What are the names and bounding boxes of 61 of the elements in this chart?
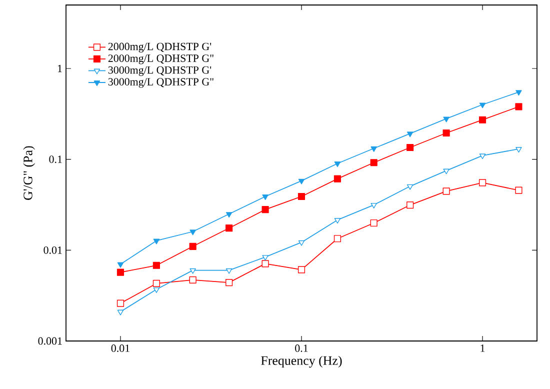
point [334,162,341,168]
point [226,224,233,232]
point [153,238,160,244]
y-axis-title: G'/G" (Pa) [23,146,35,200]
point [406,201,414,209]
point [406,184,414,190]
point [117,262,124,268]
point [370,219,378,227]
point [334,218,341,224]
point [226,212,232,218]
point [370,159,378,166]
y-tick-label: 1 [58,64,62,72]
point [189,276,196,284]
point [442,129,450,137]
point [478,116,486,124]
point [262,194,268,200]
point [515,186,522,194]
point [479,102,486,108]
point [190,268,196,274]
point [370,202,377,208]
legend-label: 2000mg/L QDHSTP G' [108,42,212,52]
point [370,146,377,152]
point [406,144,414,152]
point [406,132,414,138]
point [443,168,450,174]
point [334,235,341,242]
point [478,179,486,186]
point [226,268,232,274]
x-tick-label: 1 [480,344,485,352]
point [152,262,160,269]
legend-label: 2000mg/L QDHSTP G" [108,54,214,64]
x-axis-title: Frequency (Hz) [261,356,342,368]
y-tick-label: 0.001 [38,337,62,345]
point [116,300,124,307]
legend-label: 3000mg/L QDHSTP G' [108,66,212,76]
point [298,240,305,246]
point [226,279,233,286]
y-tick-label: 0.01 [44,246,62,254]
point [298,266,306,274]
point [515,103,522,110]
point [262,255,268,261]
x-tick-label: 0.1 [295,344,308,352]
point [443,116,450,122]
point [298,178,305,184]
point [479,154,486,160]
point [262,260,269,268]
legend-label: 3000mg/L QDHSTP G" [108,78,214,88]
point [262,206,269,214]
point [442,188,450,195]
point [116,268,124,276]
point [516,147,522,153]
point [152,280,160,287]
point [334,175,341,182]
point [190,230,196,236]
x-tick-label: 0.01 [111,344,130,352]
point [117,310,124,316]
point [189,242,196,250]
point [298,192,306,200]
point [516,90,522,96]
point [153,287,160,293]
y-tick-label: 0.1 [49,156,62,164]
